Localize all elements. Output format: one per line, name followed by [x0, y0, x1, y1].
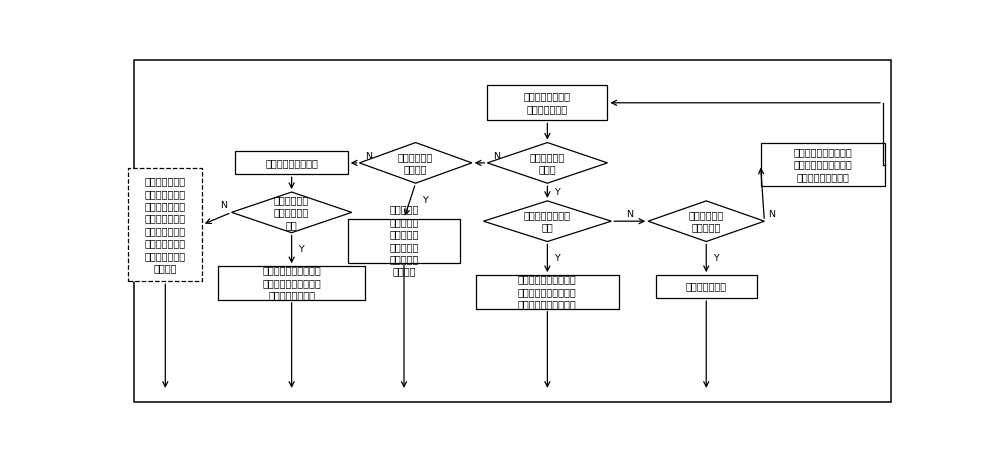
Text: 保持人行横道绿
灯闪烁，提示过
街行人快速通过
路口；没有进入
人行横道的行人
请在过街等待区
等待下一次人行
横道绿灯: 保持人行横道绿 灯闪烁，提示过 街行人快速通过 路口；没有进入 人行横道的行人 …	[145, 176, 186, 273]
Bar	[235, 151, 348, 174]
Text: N: N	[493, 152, 500, 161]
Text: 人行横道信号
灯是红灯: 人行横道信号 灯是红灯	[398, 151, 433, 174]
Text: 过街等待区有
人站立: 过街等待区有 人站立	[530, 151, 565, 174]
Text: 保持人行横道红灯不变
，提示过街行人请站到
过街行人等待区等待: 保持人行横道红灯不变 ，提示过街行人请站到 过街行人等待区等待	[793, 147, 852, 182]
Polygon shape	[359, 143, 472, 183]
Text: N: N	[220, 202, 227, 211]
Text: 提示过街行人快速通过
路口；不过街的行人请
在过街等待区外边站立: 提示过街行人快速通过 路口；不过街的行人请 在过街等待区外边站立	[518, 274, 577, 309]
Text: 置人行横道绿灯: 置人行横道绿灯	[686, 281, 727, 291]
Text: N: N	[768, 210, 775, 219]
Polygon shape	[483, 201, 611, 241]
Bar	[487, 85, 607, 120]
Text: Y: Y	[554, 254, 560, 263]
Polygon shape	[648, 201, 764, 241]
Text: 人行横道中的
行人全部通过
路口: 人行横道中的 行人全部通过 路口	[274, 195, 309, 230]
Bar	[656, 275, 757, 298]
Text: N: N	[365, 152, 372, 161]
Text: 置人行横道绿灯闪烁: 置人行横道绿灯闪烁	[265, 158, 318, 168]
Text: 机动车信号灯
刚开启绿灯: 机动车信号灯 刚开启绿灯	[689, 210, 724, 232]
Bar	[348, 218, 460, 263]
Polygon shape	[232, 192, 352, 233]
Bar	[218, 266, 365, 300]
Text: Y: Y	[422, 196, 428, 205]
Text: N: N	[626, 210, 633, 219]
Text: Y: Y	[298, 245, 304, 254]
Text: 视频跟踪检测器跟
踪路口周边行人: 视频跟踪检测器跟 踪路口周边行人	[524, 92, 571, 114]
Text: 保持人行横
道为红灯，
并提示过街
行人请站到
过街行人等
待区等待: 保持人行横 道为红灯， 并提示过街 行人请站到 过街行人等 待区等待	[389, 205, 419, 277]
Bar	[128, 168, 202, 281]
Bar	[761, 143, 885, 186]
Text: 置人行横道为红灯，并
提示过街行人请站到过
街行人等待区等待: 置人行横道为红灯，并 提示过街行人请站到过 街行人等待区等待	[262, 266, 321, 301]
Polygon shape	[487, 143, 607, 183]
Text: 人行横道信号灯是
绿灯: 人行横道信号灯是 绿灯	[524, 210, 571, 232]
Text: Y: Y	[554, 188, 560, 196]
Bar	[476, 275, 619, 308]
Text: Y: Y	[713, 254, 718, 263]
